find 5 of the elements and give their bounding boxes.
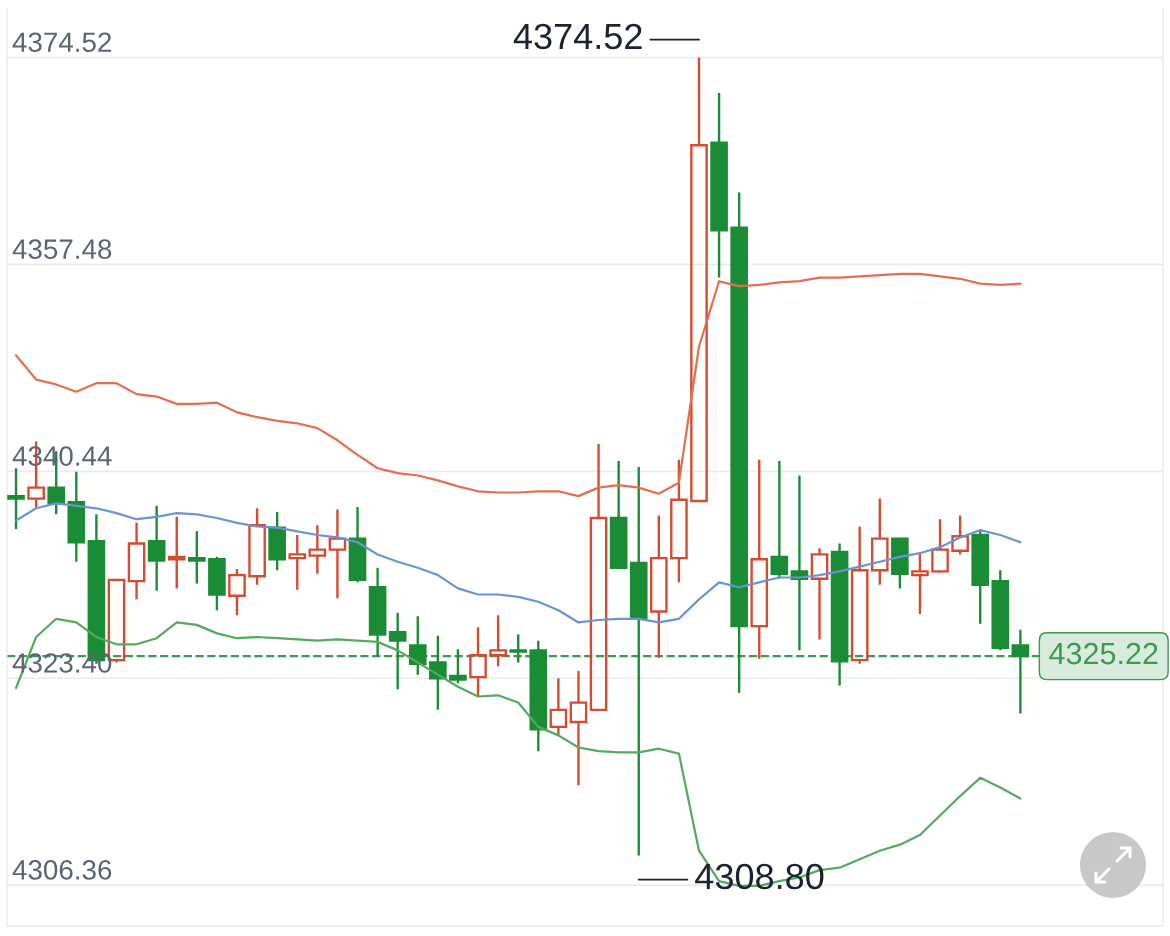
annotation: 4374.52: [513, 23, 642, 50]
y-tick-label: 4374.52: [12, 32, 112, 53]
ref-line-label: 4325.22: [1049, 642, 1158, 665]
y-tick-label: 4306.36: [12, 860, 112, 880]
y-tick-label: 4357.48: [12, 239, 112, 259]
